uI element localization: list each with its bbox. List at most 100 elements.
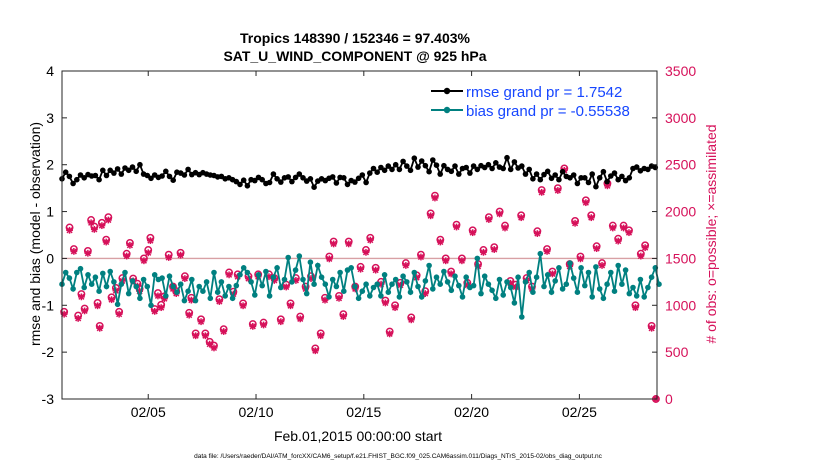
- obs-assimilated-marker: [625, 229, 633, 237]
- asterisk-stroke: [249, 323, 256, 330]
- bias-data-point: [567, 260, 573, 266]
- asterisk-stroke: [147, 237, 154, 244]
- rmse-data-point: [148, 175, 154, 182]
- bias-data-point: [200, 288, 206, 295]
- bias-data-point: [66, 275, 73, 281]
- rmse-data-point: [430, 157, 436, 163]
- bias-data-point: [415, 283, 421, 290]
- asterisk-stroke: [206, 341, 213, 348]
- bias-data-point: [556, 265, 562, 271]
- rmse-data-point: [370, 165, 377, 172]
- asterisk-stroke: [186, 312, 193, 319]
- asterisk-stroke: [202, 332, 209, 339]
- rmse-data-point: [266, 179, 273, 186]
- rmse-data-point: [474, 166, 481, 173]
- obs-assimilated-marker: [102, 238, 110, 246]
- bias-data-point: [493, 295, 499, 302]
- x-tick-label: 02/15: [346, 404, 381, 420]
- rmse-data-point: [541, 171, 547, 178]
- bias-data-point: [426, 262, 432, 269]
- asterisk-stroke: [442, 257, 449, 264]
- rmse-data-point: [522, 171, 529, 177]
- obs-assimilated-marker: [165, 254, 173, 261]
- bias-data-point: [481, 273, 488, 280]
- obs-assimilated-marker: [210, 344, 218, 352]
- obs-assimilated-marker: [469, 229, 477, 237]
- bias-data-point: [289, 279, 295, 285]
- bias-data-point: [166, 273, 173, 280]
- asterisk-stroke: [588, 214, 595, 221]
- asterisk-stroke: [81, 307, 88, 314]
- bias-data-point: [456, 282, 462, 289]
- bias-data-point: [452, 273, 458, 280]
- asterisk-stroke: [158, 304, 165, 311]
- obs-assimilated-marker: [282, 283, 290, 291]
- rmse-data-point: [103, 172, 110, 179]
- bias-data-point: [233, 282, 240, 289]
- bias-data-point: [111, 279, 117, 285]
- bias-data-point: [163, 293, 169, 299]
- bias-data-point: [418, 294, 425, 300]
- bias-data-point: [300, 276, 306, 283]
- rmse-data-point: [526, 166, 532, 173]
- legend-bias-label: bias grand pr = -0.55538: [466, 103, 630, 120]
- y-left-tick-label: -1: [42, 297, 55, 313]
- bias-data-point: [125, 290, 132, 297]
- rmse-data-point: [100, 167, 106, 174]
- rmse-data-point: [166, 173, 173, 180]
- rmse-data-point: [633, 164, 640, 170]
- rmse-data-point: [548, 175, 555, 182]
- asterisk-stroke: [181, 275, 188, 282]
- rmse-data-point: [596, 175, 603, 181]
- asterisk-stroke: [518, 214, 525, 221]
- obs-assimilated-marker: [104, 216, 112, 224]
- bias-data-point: [422, 278, 429, 284]
- asterisk-stroke: [427, 212, 434, 219]
- asterisk-stroke: [642, 244, 649, 251]
- bias-data-point: [504, 279, 510, 285]
- obs-assimilated-marker: [442, 257, 450, 265]
- bias-data-point: [177, 281, 184, 288]
- obs-assimilated-marker: [402, 262, 410, 269]
- bias-data-point: [274, 265, 280, 271]
- y-right-tick-label: 2000: [665, 204, 696, 220]
- asterisk-stroke: [165, 254, 172, 261]
- asterisk-stroke: [577, 255, 584, 262]
- bias-data-point: [174, 289, 180, 296]
- bias-data-point: [389, 281, 395, 288]
- rmse-data-point: [296, 171, 303, 177]
- rmse-data-point: [367, 170, 373, 176]
- obs-assimilated-marker: [345, 240, 353, 248]
- axes: -3 -2 -1 0 1 2 3 4 0 500 1000 1500 2000 2500 3000 3500 0…: [42, 63, 697, 420]
- y-right-tick-label: 1000: [665, 297, 696, 313]
- rmse-data-point: [556, 176, 562, 183]
- rmse-data-point: [133, 168, 139, 175]
- obs-assimilated-marker: [277, 318, 285, 326]
- bias-data-point: [337, 269, 343, 276]
- bias-data-point: [270, 274, 277, 281]
- asterisk-stroke: [386, 330, 393, 337]
- bias-data-point: [70, 286, 76, 292]
- y-left-tick-label: -3: [42, 391, 55, 407]
- obs-assimilated-marker: [538, 188, 546, 196]
- rmse-data-point: [552, 172, 558, 178]
- bias-data-point: [407, 289, 414, 296]
- obs-assimilated-marker: [366, 236, 374, 244]
- rmse-data-point: [489, 165, 495, 172]
- asterisk-stroke: [78, 293, 85, 300]
- obs-assimilated-marker: [192, 332, 200, 340]
- rmse-data-point: [559, 168, 566, 175]
- rmse-data-point: [341, 175, 347, 181]
- asterisk-stroke: [413, 274, 420, 281]
- asterisk-stroke: [197, 318, 205, 325]
- obs-assimilated-marker: [490, 246, 498, 253]
- asterisk-stroke: [91, 226, 98, 233]
- chart-title-line1: Tropics 148390 / 152346 = 97.403%: [240, 30, 471, 46]
- obs-assimilated-marker: [74, 315, 82, 322]
- obs-assimilated-marker: [501, 224, 509, 232]
- rmse-data-point: [114, 166, 121, 172]
- obs-assimilated-marker: [154, 292, 162, 300]
- chart-title-line2: SAT_U_WIND_COMPONENT @ 925 hPa: [223, 48, 486, 64]
- obs-assimilated-marker: [609, 224, 617, 232]
- rmse-data-point: [259, 176, 266, 183]
